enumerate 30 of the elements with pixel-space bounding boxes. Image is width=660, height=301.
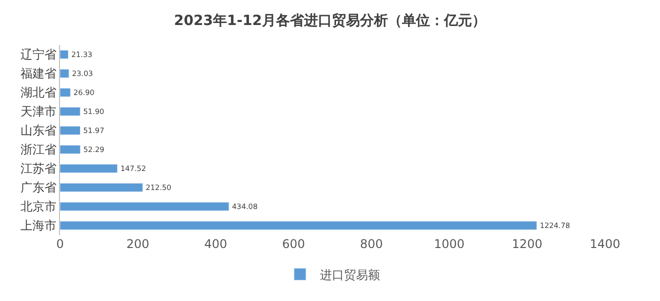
y-tick-label: 广东省 bbox=[20, 180, 57, 195]
bar bbox=[60, 144, 81, 154]
y-tick-label: 辽宁省 bbox=[20, 48, 57, 62]
y-tick-label: 北京市 bbox=[20, 200, 57, 214]
bar bbox=[60, 50, 69, 60]
y-tick-label: 山东省 bbox=[20, 124, 57, 138]
y-tick-label: 湖北省 bbox=[20, 86, 57, 100]
x-tick-label: 200 bbox=[126, 237, 150, 251]
x-tick-label: 1000 bbox=[434, 237, 465, 251]
bar bbox=[60, 182, 143, 192]
bar bbox=[60, 106, 80, 116]
x-tick-label: 1200 bbox=[512, 237, 542, 251]
chart-title: 2023年1-12月各省进口贸易分析（单位：亿元） bbox=[174, 12, 486, 29]
x-tick-label: 1400 bbox=[590, 237, 620, 251]
bar bbox=[60, 68, 70, 78]
y-tick-label: 上海市 bbox=[20, 218, 57, 233]
y-tick-label: 浙江省 bbox=[20, 142, 57, 157]
legend-label: 进口贸易额 bbox=[320, 268, 380, 282]
bar bbox=[60, 88, 71, 98]
bar bbox=[60, 164, 118, 174]
y-tick-label: 天津市 bbox=[20, 104, 57, 119]
x-tick-label: 0 bbox=[56, 237, 64, 251]
x-tick-label: 400 bbox=[204, 237, 228, 251]
bar bbox=[60, 202, 230, 212]
x-tick-label: 800 bbox=[360, 237, 383, 251]
bar bbox=[60, 126, 80, 136]
x-tick-label: 600 bbox=[282, 237, 306, 251]
y-tick-label: 福建省 bbox=[20, 66, 57, 81]
bar bbox=[60, 220, 538, 230]
y-tick-label: 江苏省 bbox=[20, 162, 57, 176]
